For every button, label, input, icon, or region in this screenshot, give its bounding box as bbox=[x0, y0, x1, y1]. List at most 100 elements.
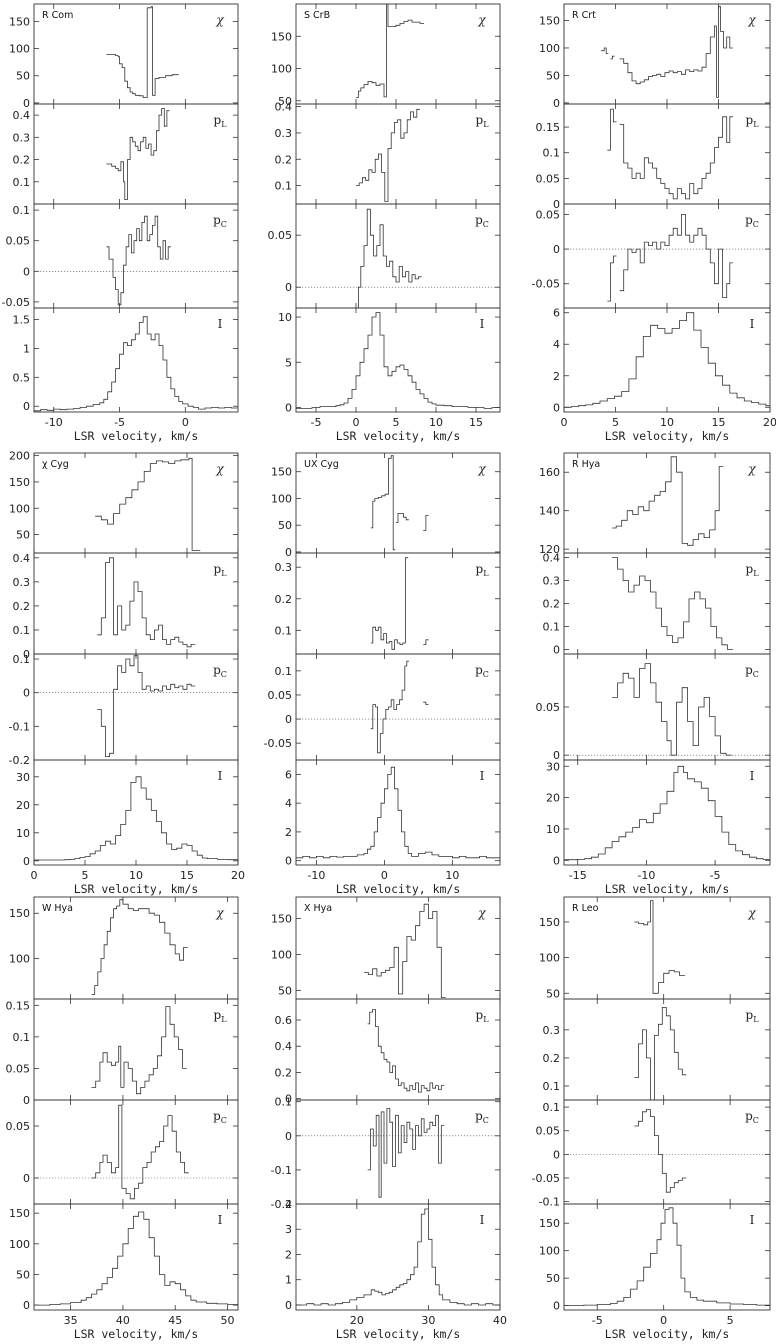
panel-label-sub: C bbox=[483, 1116, 489, 1125]
y-tick-label: -0.05 bbox=[532, 1172, 560, 1185]
panel-label-I: I bbox=[750, 769, 755, 783]
y-tick-label: 0.2 bbox=[13, 154, 31, 167]
panel-label-I: I bbox=[750, 317, 755, 331]
panel-label-pC: pC bbox=[475, 663, 489, 679]
y-tick-label: 0.4 bbox=[275, 101, 293, 114]
y-tick-label: 5 bbox=[285, 356, 292, 369]
y-tick-label: 0.5 bbox=[13, 371, 31, 384]
panel-chi: 50 100 150 χ S CrB bbox=[271, 3, 501, 108]
x-tick-label: 50 bbox=[221, 1314, 235, 1327]
x-axis-title: LSR velocity, km/s bbox=[336, 429, 461, 443]
y-tick-label: 50 bbox=[546, 987, 560, 1000]
panel-label-main: p bbox=[214, 113, 222, 127]
panel-frame bbox=[563, 1099, 771, 1205]
y-tick-label: 1 bbox=[285, 1274, 292, 1287]
x-tick-label: 15 bbox=[712, 416, 726, 429]
x-tick-label: 5 bbox=[612, 416, 619, 429]
panel-label-main: p bbox=[745, 1109, 753, 1123]
panel-pC: -0.05 0 0.05 0.1 pC bbox=[2, 203, 239, 309]
panel-label-pL: pL bbox=[214, 1008, 228, 1024]
data-series-I bbox=[564, 765, 770, 861]
panel-label-main: p bbox=[746, 1008, 754, 1022]
y-tick-label: 0.2 bbox=[543, 1052, 561, 1065]
panel-label-sub: L bbox=[483, 120, 489, 129]
star-name: R Leo bbox=[572, 903, 599, 914]
y-tick-label: 50 bbox=[16, 1268, 30, 1281]
y-tick-label: 50 bbox=[16, 529, 30, 542]
y-tick-label: 0 bbox=[553, 198, 560, 211]
panel-label-main: p bbox=[213, 1109, 221, 1123]
panel-label-pC: pC bbox=[745, 663, 759, 679]
panel-pC: 0 0.05 pC bbox=[536, 653, 771, 762]
data-series-I bbox=[296, 766, 500, 859]
panel-label-pC: pC bbox=[213, 213, 227, 229]
panel-frame bbox=[33, 203, 239, 309]
panel-label-main: p bbox=[476, 562, 484, 576]
panel-label-sub: C bbox=[483, 220, 489, 229]
x-tick-label: -10 bbox=[637, 869, 655, 882]
y-tick-label: 2 bbox=[285, 826, 292, 839]
x-tick-label: 0 bbox=[381, 869, 388, 882]
panel-frame bbox=[563, 759, 771, 866]
panel-pL: 0 0.05 0.1 0.15 pL bbox=[536, 103, 771, 211]
y-tick-label: 0 bbox=[23, 1299, 30, 1312]
panel-frame bbox=[295, 307, 501, 413]
y-tick-label: -0.2 bbox=[9, 754, 30, 767]
x-tick-label: 10 bbox=[660, 416, 674, 429]
data-series-I bbox=[564, 312, 770, 408]
y-tick-label: 0.3 bbox=[13, 576, 31, 589]
panel-frame bbox=[295, 1203, 501, 1311]
panel-label-sub: L bbox=[483, 1015, 489, 1024]
panel-frame bbox=[33, 653, 239, 761]
panel-label-chi: χ bbox=[215, 462, 224, 476]
data-series-pL bbox=[370, 557, 409, 650]
y-tick-label: 0.1 bbox=[275, 665, 293, 678]
x-tick-label: 0 bbox=[561, 416, 568, 429]
y-tick-label: 0.05 bbox=[6, 1062, 31, 1075]
panel-label-sub: L bbox=[753, 569, 759, 578]
y-tick-label: 0 bbox=[23, 1172, 30, 1185]
panel-label-main: p bbox=[746, 562, 754, 576]
panel-frame bbox=[295, 203, 501, 309]
y-tick-label: 150 bbox=[9, 1207, 30, 1220]
panel-label-chi: χ bbox=[477, 906, 486, 920]
star-name: R Com bbox=[42, 10, 73, 21]
y-tick-label: 2 bbox=[553, 370, 560, 383]
panel-frame bbox=[33, 1203, 239, 1311]
y-tick-label: 0.15 bbox=[536, 121, 561, 134]
y-tick-label: 50 bbox=[546, 69, 560, 82]
data-series-pL bbox=[634, 1007, 687, 1100]
y-tick-label: 100 bbox=[9, 1238, 30, 1251]
y-tick-label: 0.05 bbox=[536, 208, 561, 221]
panel-label-main: p bbox=[475, 1109, 483, 1123]
panel-frame bbox=[563, 998, 771, 1101]
panel-label-main: p bbox=[746, 113, 754, 127]
panel-frame bbox=[295, 103, 501, 205]
y-tick-label: 200 bbox=[9, 450, 30, 463]
y-tick-label: -0.05 bbox=[2, 296, 30, 309]
panel-pC: -0.1 -0.05 0 0.05 0.1 pC bbox=[532, 1099, 771, 1209]
panel-label-sub: L bbox=[221, 1015, 227, 1024]
x-tick-label: 40 bbox=[116, 1314, 130, 1327]
y-tick-label: -0.05 bbox=[264, 737, 292, 750]
y-tick-label: 0 bbox=[285, 546, 292, 559]
panel-pL: 0 0.2 0.4 0.6 pL bbox=[275, 998, 501, 1106]
y-tick-label: 0.1 bbox=[13, 176, 31, 189]
y-tick-label: 4 bbox=[285, 797, 292, 810]
y-tick-label: 100 bbox=[9, 502, 30, 515]
y-tick-label: 0.3 bbox=[275, 561, 293, 574]
panel-frame bbox=[295, 759, 501, 866]
panel-label-pC: pC bbox=[475, 213, 489, 229]
y-tick-label: 150 bbox=[9, 15, 30, 28]
panel-frame bbox=[563, 203, 771, 309]
panel-label-sub: C bbox=[753, 220, 759, 229]
x-tick-label: 10 bbox=[445, 869, 459, 882]
y-tick-label: 1.5 bbox=[13, 314, 31, 327]
panel-pL: 0 0.1 0.2 0.3 0.4 pL bbox=[13, 552, 239, 661]
x-tick-label: -10 bbox=[45, 416, 63, 429]
panel-frame bbox=[33, 307, 239, 413]
data-series-pL bbox=[97, 557, 196, 648]
